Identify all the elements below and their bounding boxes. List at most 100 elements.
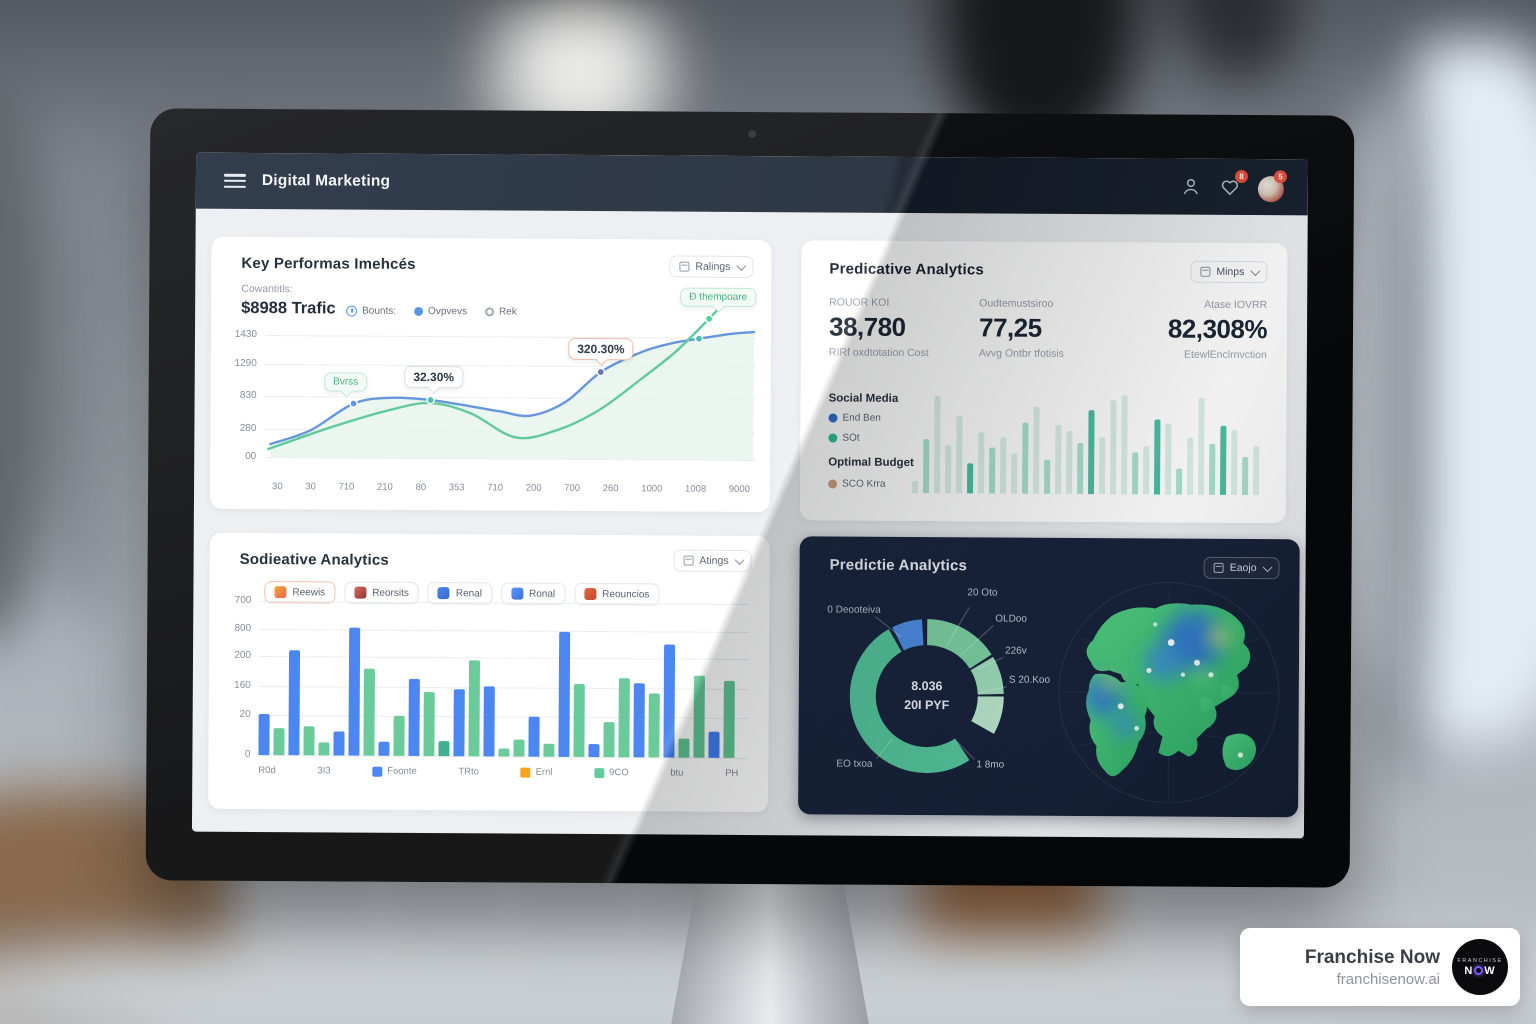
ratings-dropdown[interactable]: Minps [1190, 260, 1268, 284]
bar [393, 715, 405, 756]
avatar[interactable]: 5 [1257, 170, 1288, 203]
y-tick: 830 [239, 389, 257, 401]
mini-bar [945, 445, 952, 494]
calendar-icon [679, 261, 690, 272]
mini-bar [1077, 442, 1084, 495]
logo-o-ring [1474, 966, 1484, 975]
mini-bar [1099, 436, 1106, 495]
x-label: Foonte [372, 766, 417, 777]
kpi-value: 82,308% [1167, 313, 1268, 345]
kpi-row: ROUOR KOI 38,780 RIRf oxdtotation Cost Oudt… [802, 240, 1288, 361]
legend-item: SCO Krra [828, 478, 885, 490]
x-label: PH [725, 767, 739, 779]
bar [318, 742, 330, 756]
legend-swatch [520, 767, 531, 778]
mini-bar [1011, 454, 1018, 494]
watermark-domain: franchisenow.ai [1336, 970, 1440, 988]
dropdown-label: Ralings [695, 260, 731, 273]
donut-label: 0 Deooteiva [827, 604, 881, 616]
x-tick: 710 [338, 481, 355, 493]
chevron-down-icon [734, 554, 745, 565]
donut-label: OLDoo [995, 613, 1027, 625]
mini-bar [989, 447, 996, 494]
y-tick: 160 [234, 679, 251, 691]
chart-gridlines [212, 237, 772, 462]
mini-bar [923, 438, 930, 494]
avatar-badge: 5 [1273, 170, 1288, 184]
y-tick: 0 [244, 748, 251, 760]
x-tick: 710 [487, 482, 504, 494]
x-tick: 1008 [684, 483, 707, 495]
x-tick: 700 [564, 482, 581, 494]
x-label: 9CO [594, 767, 629, 778]
y-tick: 280 [239, 422, 257, 434]
bar [468, 660, 481, 757]
donut-label: EO txoa [836, 758, 873, 770]
x-tick: 30 [305, 481, 316, 493]
mini-bar [1055, 424, 1062, 494]
bar [558, 631, 571, 757]
kpi-block: Oudtemustsiroo 77,25 Avvg Ontbr tfotisis [979, 297, 1064, 360]
kpi-label: Atase IOVRR [1204, 298, 1268, 312]
bar [543, 743, 555, 757]
y-axis-ticks: 1430 1290 830 280 00 [212, 237, 772, 462]
legend-swatch [372, 766, 383, 777]
x-label: TRto [458, 766, 480, 778]
bar [378, 741, 390, 756]
mini-bar [1165, 423, 1172, 495]
bar [498, 748, 510, 757]
dropdown-label: Minps [1216, 265, 1245, 279]
grouped-bar-chart [258, 593, 749, 758]
mini-bar [1121, 395, 1128, 495]
panel-predicative-analytics: Predicative Analytics Minps ROUOR KOI 38,… [799, 240, 1288, 524]
x-tick: 210 [376, 481, 393, 493]
panel-predictie-analytics: Predictie Analytics Eaojo 0 Deooteiva 20 … [798, 536, 1300, 818]
chart-callout: 32.30% [404, 365, 464, 389]
y-tick: 200 [234, 649, 252, 661]
ratings-dropdown[interactable]: Eaojo [1203, 556, 1280, 580]
mini-bar [1209, 443, 1216, 495]
mini-bar [1033, 406, 1040, 494]
mini-bar [1187, 437, 1194, 495]
chevron-down-icon [1250, 265, 1261, 276]
legend-item: End Ben [828, 412, 881, 424]
wall-left-bar [60, 140, 104, 620]
budget-legend: SCO Krra [802, 240, 1288, 490]
heart-icon[interactable]: 8 [1219, 169, 1249, 198]
bar [633, 683, 645, 758]
bar [663, 644, 676, 758]
legend-swatch [594, 767, 605, 778]
bar [258, 714, 270, 756]
ratings-dropdown[interactable]: Atings [673, 549, 752, 573]
mini-bar [978, 432, 985, 494]
donut-label: 226v [1005, 645, 1027, 657]
donut-label: 20 Oto [967, 587, 998, 599]
hamburger-menu-icon[interactable] [223, 173, 246, 188]
bar [303, 726, 315, 756]
panel-key-performance: Key Performas Imehcés Ralings Cowantitls… [209, 236, 772, 513]
mini-bar [1022, 422, 1029, 494]
user-icon[interactable] [1180, 176, 1202, 198]
social-media-heading: Social Media [828, 392, 899, 405]
ratings-dropdown[interactable]: Ralings [669, 255, 754, 279]
y-tick: 20 [239, 708, 251, 720]
chart-callout: Ð thempoare [680, 287, 757, 308]
kpi-value: 38,780 [828, 311, 906, 342]
bar [273, 728, 285, 756]
bar [648, 693, 660, 758]
top-navbar: Digital Marketing 8 5 [195, 152, 1309, 216]
mini-bar [1000, 437, 1007, 494]
kpi-sublabel: EtewlEnclrnvction [1183, 348, 1267, 362]
donut-label: S 20.Koo [1008, 674, 1051, 686]
x-tick: 30 [272, 481, 283, 493]
dot-icon [828, 479, 838, 489]
bar [288, 650, 301, 756]
traffic-line-chart: Bvrss 32.30% 320.30% Ð thempoare [265, 287, 757, 480]
map-markers [1117, 622, 1244, 758]
y-tick: 1290 [234, 357, 257, 369]
bar [348, 627, 361, 756]
kpi-label: Oudtemustsiroo [979, 297, 1054, 310]
bar [678, 738, 690, 758]
bar [588, 744, 600, 758]
window-right [1340, 40, 1536, 740]
